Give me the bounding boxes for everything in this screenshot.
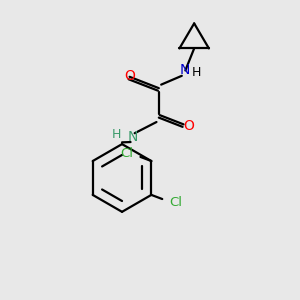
Text: O: O xyxy=(183,119,194,133)
Text: Cl: Cl xyxy=(169,196,182,209)
Text: N: N xyxy=(180,64,190,77)
Text: H: H xyxy=(112,128,121,141)
Text: O: O xyxy=(124,69,135,83)
Text: N: N xyxy=(127,130,137,144)
Text: Cl: Cl xyxy=(121,147,134,160)
Text: H: H xyxy=(192,66,201,80)
